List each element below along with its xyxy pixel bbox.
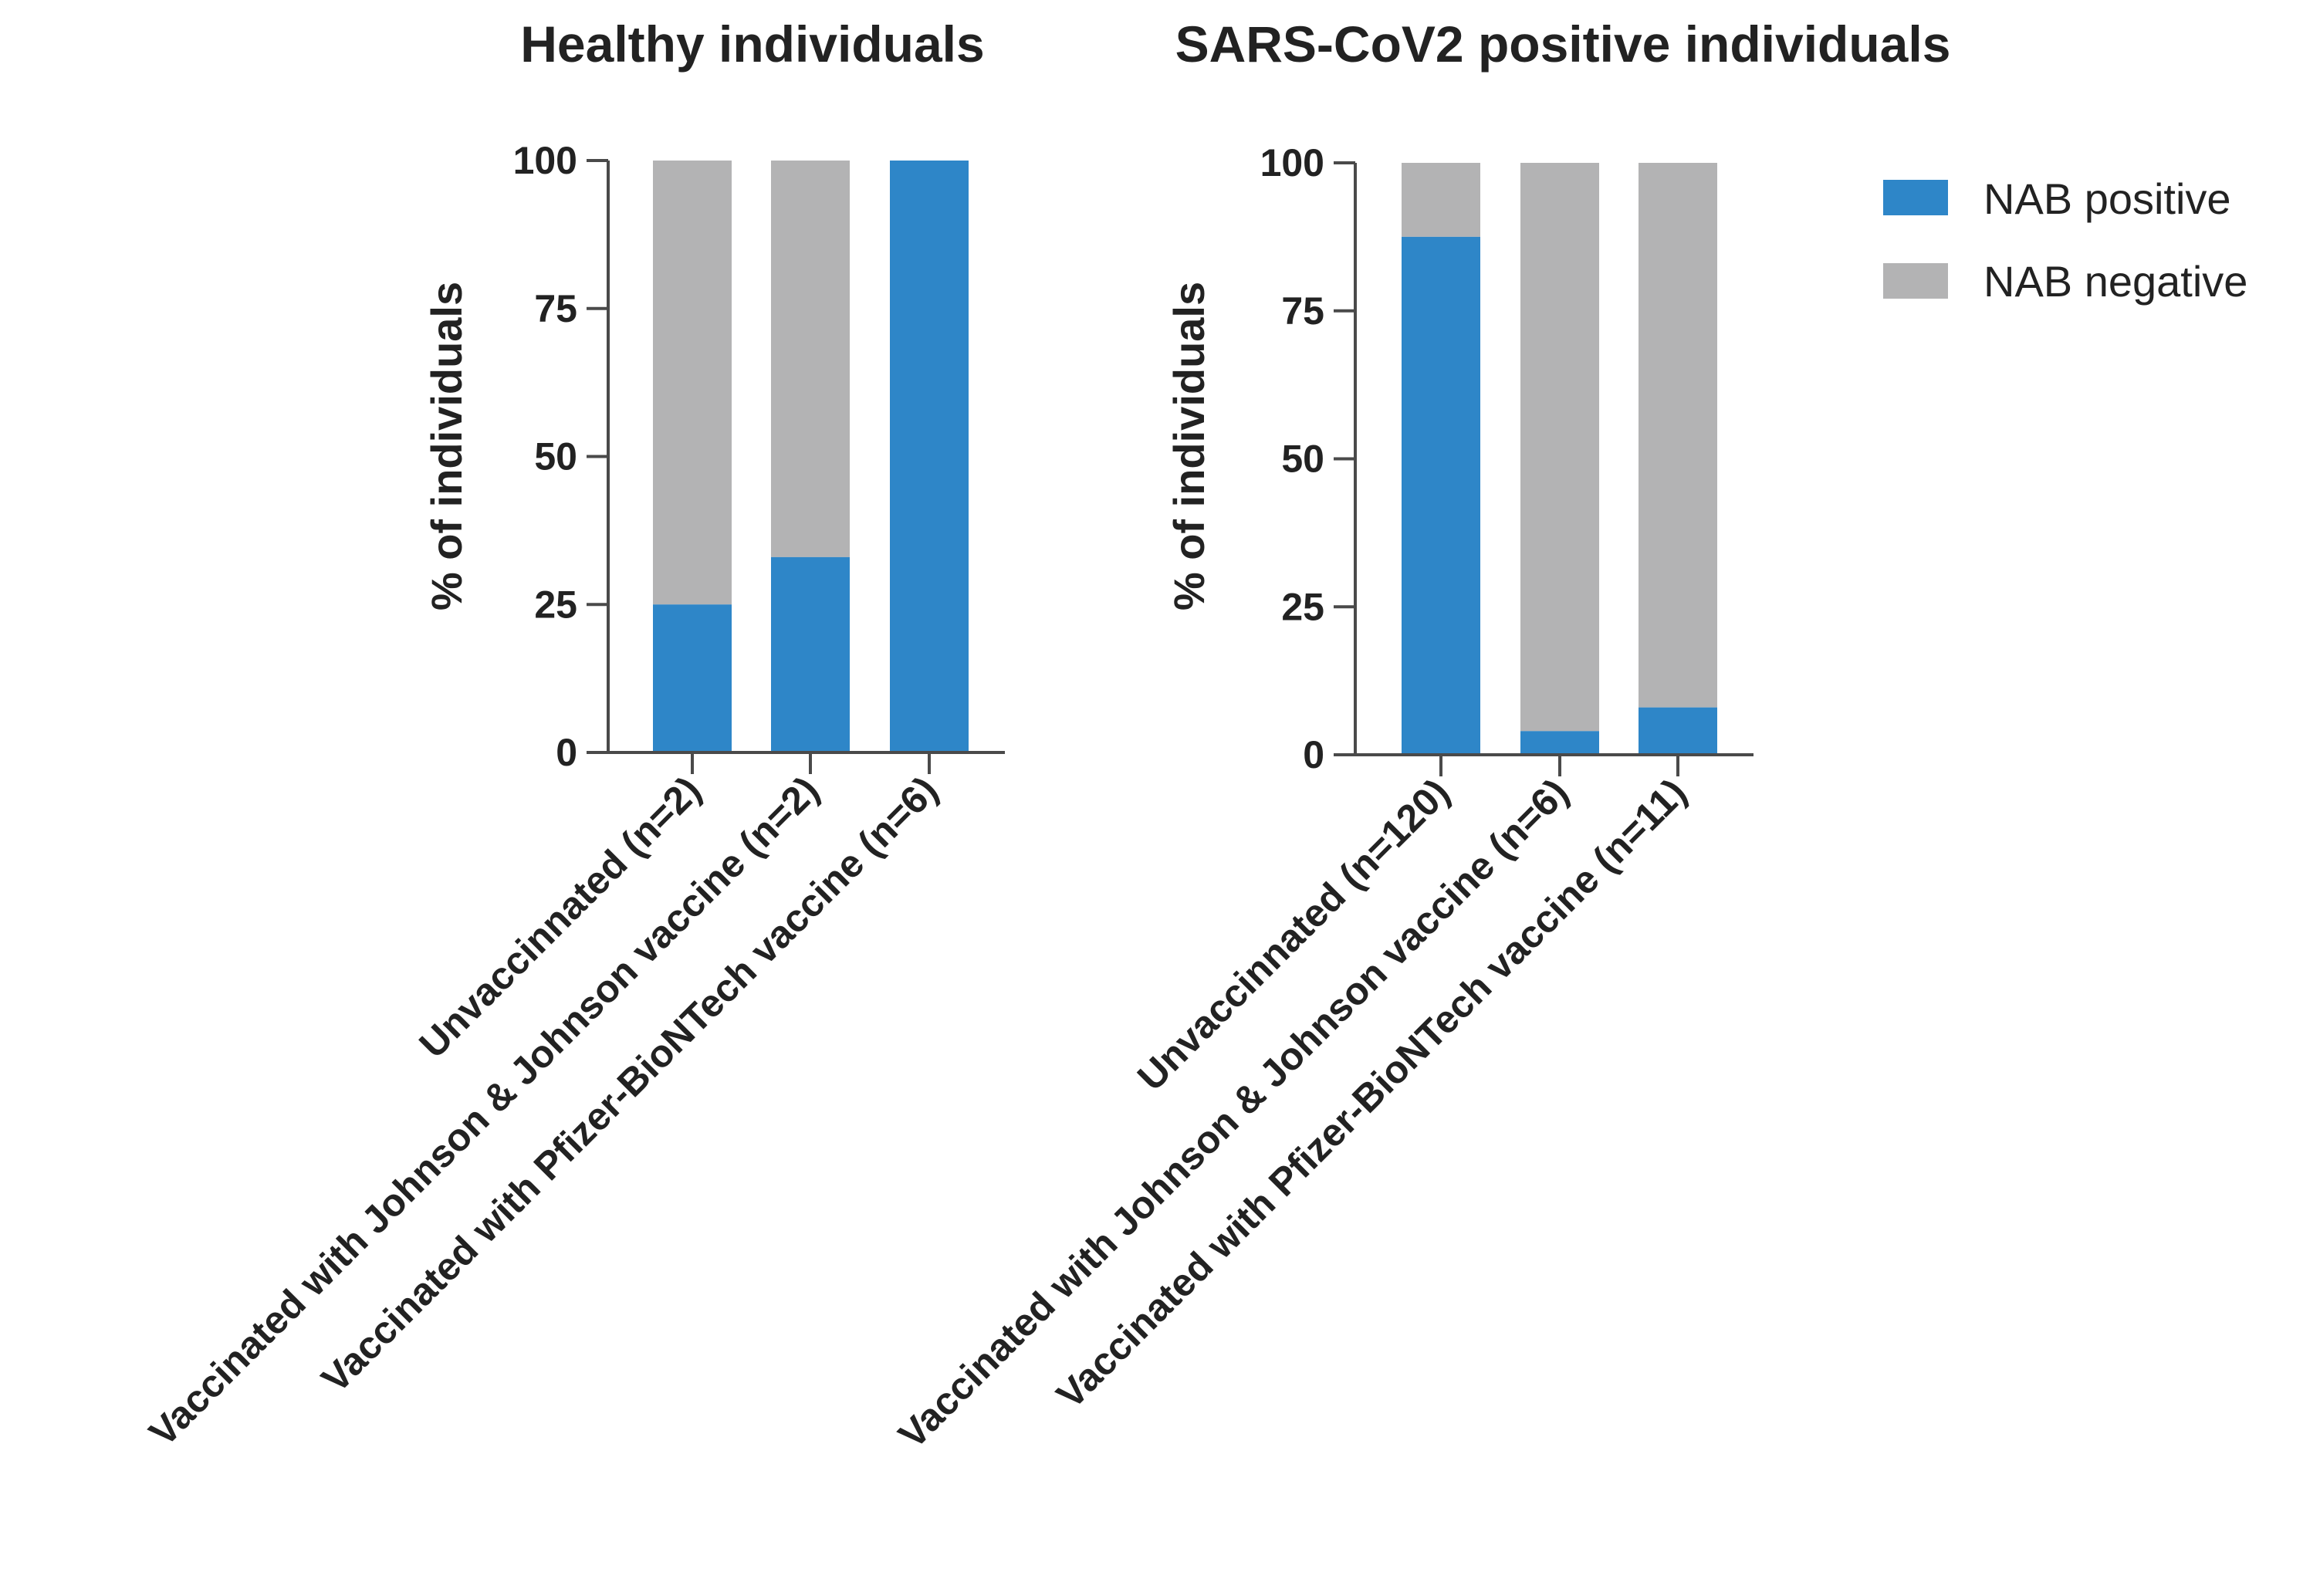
bar-nab-negative (1402, 163, 1480, 237)
y-axis-label-sars: % of individuals (1165, 282, 1213, 610)
legend-swatch-nab-negative (1883, 263, 1948, 299)
bar-nab-positive (1639, 707, 1717, 755)
y-tick-label: 50 (534, 435, 577, 478)
y-tick-label: 25 (534, 583, 577, 626)
bar-nab-positive (890, 161, 969, 752)
panel-sars: SARS-CoV2 positive individuals % of indi… (890, 15, 1950, 1456)
bar-nab-negative (1520, 163, 1599, 732)
bar-nab-positive (1520, 731, 1599, 755)
bar-nab-negative (653, 161, 732, 605)
bar-nab-positive (771, 556, 850, 752)
x-category-label: Vaccinated with Johnson & Johnson vaccin… (140, 768, 827, 1454)
y-tick-label: 50 (1281, 438, 1324, 481)
y-tick-label: 0 (1303, 733, 1324, 776)
bar-nab-negative (771, 161, 850, 557)
y-tick-label: 25 (1281, 585, 1324, 628)
bar-nab-negative (1639, 163, 1717, 708)
y-tick-label: 100 (513, 139, 577, 182)
y-tick-label: 75 (1281, 289, 1324, 333)
y-tick-label: 0 (556, 731, 577, 774)
chart-title-sars: SARS-CoV2 positive individuals (1175, 15, 1951, 73)
legend-label-nab-negative: NAB negative (1983, 257, 2247, 306)
panel-healthy: Healthy individuals % of individuals 0 25… (140, 15, 1005, 1454)
legend-swatch-nab-positive (1883, 180, 1948, 215)
bar-nab-positive (653, 604, 732, 752)
y-tick-label: 75 (534, 287, 577, 330)
y-axis-label-healthy: % of individuals (422, 282, 471, 610)
x-category-label: Vaccinated with Johnson & Johnson vaccin… (890, 770, 1576, 1456)
legend-label-nab-positive: NAB positive (1983, 174, 2231, 223)
y-tick-label: 100 (1260, 141, 1324, 184)
chart-title-healthy: Healthy individuals (520, 15, 984, 73)
bar-nab-positive (1402, 236, 1480, 755)
legend: NAB positive NAB negative (1883, 174, 2247, 306)
